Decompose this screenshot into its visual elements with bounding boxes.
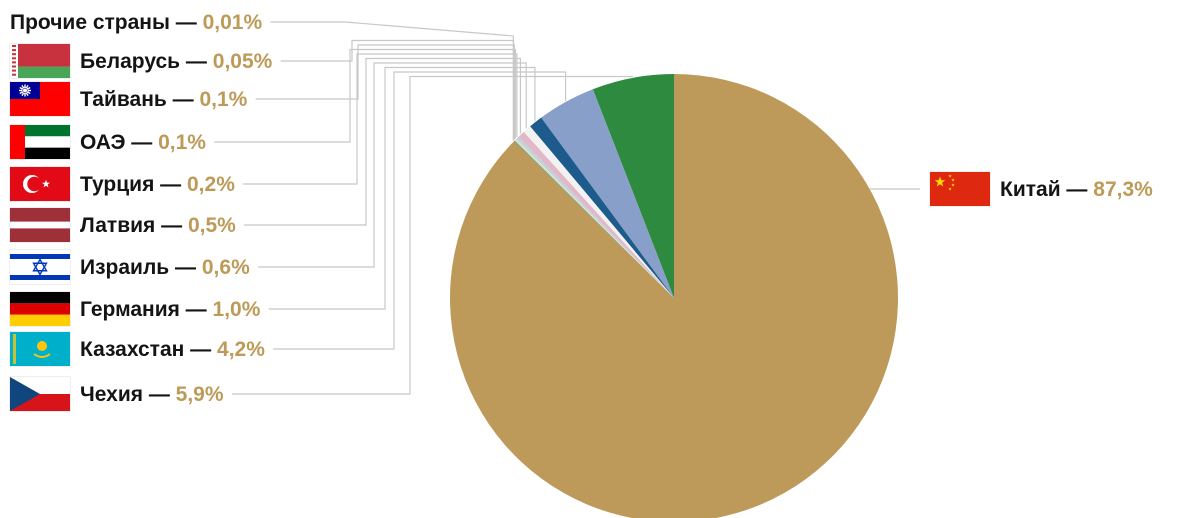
turkey-flag — [9, 166, 71, 202]
leader-израиль — [258, 62, 527, 268]
label-израиль: Израиль — 0,6% — [80, 256, 250, 279]
label-казахстан: Казахстан — 4,2% — [80, 338, 265, 361]
uae-flag — [9, 124, 71, 160]
label-беларусь: Беларусь — 0,05% — [80, 50, 273, 73]
china-flag — [929, 171, 991, 207]
slice-чехия — [592, 74, 674, 298]
label-оаэ: ОАЭ — 0,1% — [80, 131, 206, 154]
latvia-flag — [9, 207, 71, 243]
label-прочие-страны: Прочие страны — 0,01% — [10, 11, 262, 34]
flags — [9, 43, 991, 412]
leader-чехия — [231, 75, 634, 395]
slice-турция — [516, 136, 674, 298]
slice-израиль — [523, 126, 674, 298]
leader-германия — [268, 66, 536, 310]
belarus-flag — [9, 43, 71, 79]
czech-flag — [9, 376, 71, 412]
kazakhstan-flag — [9, 331, 71, 367]
leader-казахстан — [273, 71, 567, 350]
label-тайвань: Тайвань — 0,1% — [80, 88, 248, 111]
slice-оаэ — [515, 138, 674, 298]
germany-flag — [9, 291, 71, 327]
slice-казахстан — [541, 89, 674, 298]
label-китай: Китай — 87,3% — [1000, 178, 1153, 201]
label-турция: Турция — 0,2% — [80, 173, 235, 196]
slice-китай — [449, 74, 898, 518]
leader-оаэ — [214, 48, 516, 143]
israel-flag — [9, 249, 71, 285]
label-латвия: Латвия — 0,5% — [80, 214, 236, 237]
leader-беларусь — [280, 39, 515, 141]
slice-тайвань — [514, 139, 674, 298]
pie-slices — [449, 74, 898, 518]
taiwan-flag — [9, 81, 71, 117]
slice-беларусь — [514, 140, 674, 298]
leader-турция — [243, 53, 518, 185]
labels: Прочие страны — 0,01% Беларусь — 0,05% Тай… — [10, 11, 1153, 406]
slice-латвия — [518, 131, 674, 298]
leader-lines — [214, 21, 920, 395]
leader-латвия — [244, 57, 522, 226]
slice-прочие-страны — [513, 141, 674, 298]
label-чехия: Чехия — 5,9% — [80, 383, 224, 406]
slice-германия — [530, 117, 674, 298]
leader-прочие-страны — [270, 21, 514, 141]
label-германия: Германия — 1,0% — [80, 298, 261, 321]
